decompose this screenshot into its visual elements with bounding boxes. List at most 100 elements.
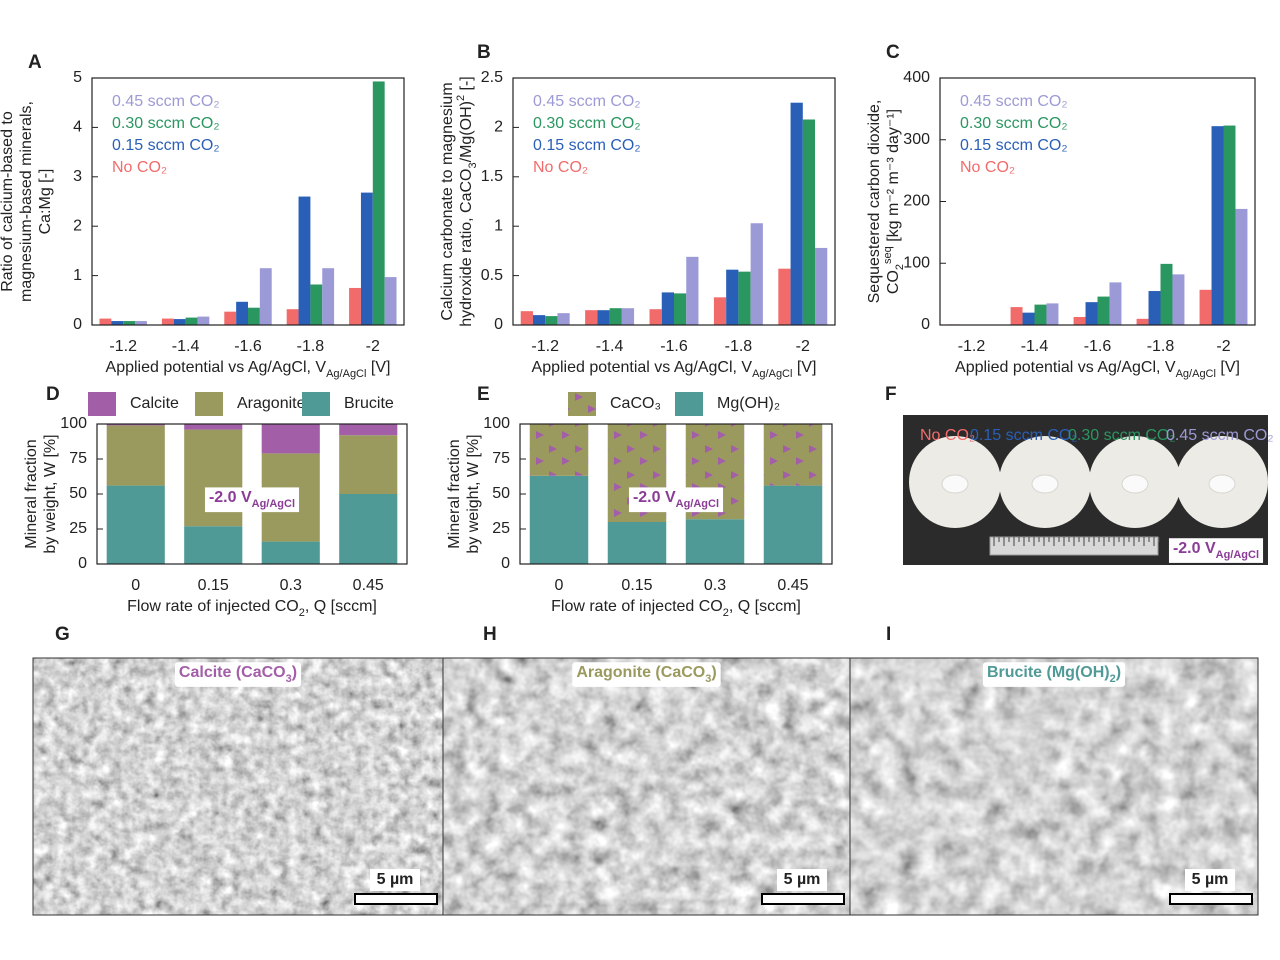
micrograph-label: Brucite (Mg(OH)2) xyxy=(987,664,1121,685)
y-axis-label: hydroxide ratio, CaCO3/Mg(OH)2 [-] xyxy=(455,76,479,327)
x-tick-label: 0.45 xyxy=(777,577,808,594)
legend-label: No CO₂ xyxy=(533,159,588,176)
x-axis-label: Applied potential vs Ag/AgCl, VAg/AgCl [… xyxy=(532,359,817,380)
micrograph-frame xyxy=(849,657,1259,916)
bar xyxy=(609,308,622,325)
bar xyxy=(621,308,635,325)
scale-text: 5 µm xyxy=(377,871,414,888)
y-tick-label: 2.5 xyxy=(481,69,503,86)
y-tick-label: 400 xyxy=(903,69,930,86)
bar xyxy=(1109,282,1122,325)
scale-text: 5 µm xyxy=(1192,871,1229,888)
legend-label: 0.15 sccm CO₂ xyxy=(112,137,220,154)
chart-panel: B 0 0.5 1 1.5 2 2.5 Calcium carbonate to magnes… xyxy=(439,42,836,380)
y-axis-label: by weight, W [%] xyxy=(465,434,482,553)
label-part: -2.0 V xyxy=(633,489,676,506)
micrograph-label: Aragonite (CaCO3) xyxy=(576,664,716,685)
bar xyxy=(713,297,727,325)
bar-segment xyxy=(685,519,745,564)
bar-segment xyxy=(339,494,398,564)
bar xyxy=(1085,302,1098,325)
bar xyxy=(661,292,674,325)
y-tick-label: 0 xyxy=(494,316,503,333)
label-part: [kg m⁻² m⁻³ day⁻¹] xyxy=(885,109,902,246)
scale-bar xyxy=(1169,893,1253,905)
legend-swatch xyxy=(195,392,223,416)
bar xyxy=(1160,263,1173,325)
photo-label: 0.45 sccm CO₂ xyxy=(1166,427,1274,444)
bar-segment xyxy=(184,526,243,564)
bar-segment xyxy=(106,485,165,564)
bar xyxy=(545,316,558,325)
y-tick-label: 75 xyxy=(69,450,87,467)
y-tick-label: 100 xyxy=(483,415,510,432)
label-part: -2.0 V xyxy=(1173,540,1216,557)
y-tick-label: 100 xyxy=(903,254,930,271)
legend-label: No CO₂ xyxy=(112,159,167,176)
bar xyxy=(585,310,598,325)
label-part: ) xyxy=(711,664,716,681)
bar-segment xyxy=(607,522,667,564)
panel-letter: E xyxy=(477,384,490,405)
y-tick-label: 0 xyxy=(501,555,510,572)
x-tick-label: -1.4 xyxy=(596,338,624,355)
x-tick-label: 0.3 xyxy=(704,577,726,594)
label-part: 3 xyxy=(467,162,479,168)
label-part: Ag/AgCl xyxy=(752,368,792,380)
y-tick-label: 25 xyxy=(69,520,87,537)
bar-segment xyxy=(763,485,823,564)
y-axis-label: Sequestered carbon dioxide, xyxy=(866,100,883,304)
bar xyxy=(738,271,751,325)
bar xyxy=(726,269,739,325)
y-tick-label: 2 xyxy=(73,217,82,234)
bar xyxy=(1172,274,1185,325)
y-axis-label: Ratio of calcium-based to xyxy=(0,111,16,292)
label-part: [-] xyxy=(458,76,475,95)
y-tick-label: 100 xyxy=(60,415,87,432)
bar xyxy=(123,321,136,325)
label-part: Ag/AgCl xyxy=(326,368,366,380)
y-tick-label: 3 xyxy=(73,168,82,185)
x-axis-label: Flow rate of injected CO2, Q [sccm] xyxy=(127,598,377,619)
y-tick-label: 1 xyxy=(494,217,503,234)
annotation-box xyxy=(1168,538,1264,563)
legend-label: CaCO₃ xyxy=(610,395,661,412)
x-tick-label: 0 xyxy=(555,577,564,594)
bar xyxy=(1034,304,1047,325)
label-part: ) xyxy=(292,664,297,681)
y-tick-label: 0 xyxy=(78,555,87,572)
x-tick-label: -1.4 xyxy=(1021,338,1049,355)
legend-label: 0.30 sccm CO₂ xyxy=(960,115,1068,132)
label-part: [V] xyxy=(1216,359,1240,376)
sample-powder xyxy=(1208,474,1236,494)
chart-panel: E 0 25 50 75 100 Mineral fraction by weight, W … xyxy=(446,384,833,619)
label-part: seq xyxy=(882,246,894,264)
bar xyxy=(1010,307,1023,325)
legend-label: 0.45 sccm CO₂ xyxy=(533,93,641,110)
y-tick-label: 0.5 xyxy=(481,267,503,284)
annotation-text: -2.0 VAg/AgCl xyxy=(633,489,719,510)
panel-letter: H xyxy=(483,624,497,645)
x-tick-label: -2 xyxy=(1216,338,1230,355)
x-tick-label: 0.15 xyxy=(198,577,229,594)
x-tick-label: 0.3 xyxy=(280,577,302,594)
y-tick-label: 300 xyxy=(903,131,930,148)
bar-segment xyxy=(184,424,243,430)
x-tick-label: -1.6 xyxy=(1084,338,1112,355)
bar xyxy=(173,319,186,325)
legend-label: 0.30 sccm CO₂ xyxy=(112,115,220,132)
x-tick-label: -1.4 xyxy=(172,338,200,355)
panel-letter: A xyxy=(28,52,42,73)
y-axis-label: Mineral fraction xyxy=(23,439,40,548)
bar xyxy=(360,192,373,325)
bar xyxy=(1148,291,1161,325)
scale-text-box xyxy=(1185,869,1235,891)
photo-label: 0.30 sccm CO₂ xyxy=(1068,427,1176,444)
bar xyxy=(286,309,299,325)
label-part: /Mg(OH) xyxy=(458,101,475,162)
bar xyxy=(597,310,610,325)
plot-frame xyxy=(512,77,836,326)
label-part: CO xyxy=(885,270,902,294)
y-tick-label: 75 xyxy=(492,450,510,467)
label-part: hydroxide ratio, CaCO xyxy=(458,168,475,326)
